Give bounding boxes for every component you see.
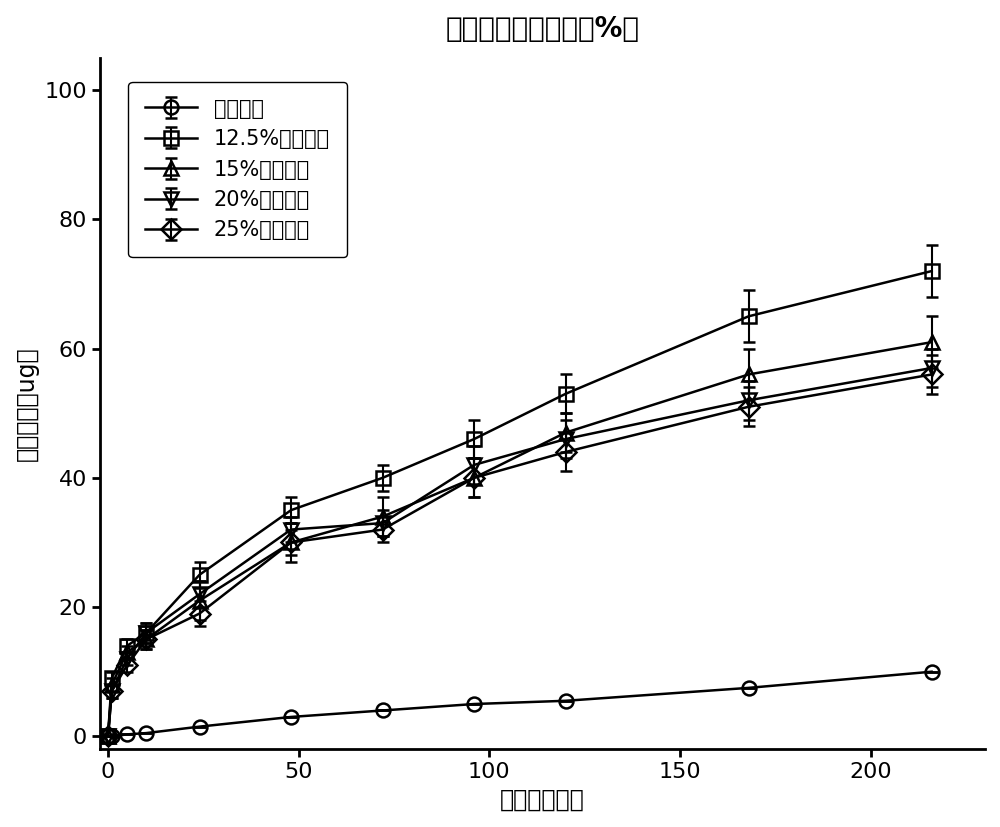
Y-axis label: 释放的量（ug）: 释放的量（ug） xyxy=(15,347,39,461)
X-axis label: 时间（小时）: 时间（小时） xyxy=(500,788,585,812)
Legend: 空水凝胶, 12.5%右旋糖酐, 15%右旋糖酐, 20%右旋糖酐, 25%右旋糖酐: 空水凝胶, 12.5%右旋糖酐, 15%右旋糖酐, 20%右旋糖酐, 25%右旋… xyxy=(128,82,347,257)
Title: 释放的量（右旋糖酐%）: 释放的量（右旋糖酐%） xyxy=(446,15,640,43)
